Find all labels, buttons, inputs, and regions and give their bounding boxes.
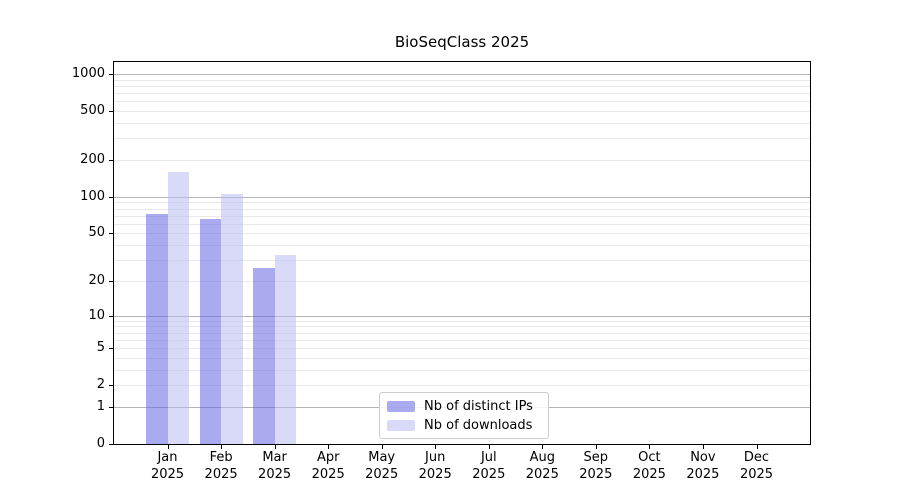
legend-label-distinct-ips: Nb of distinct IPs [424,398,533,414]
y-tick [109,111,113,112]
y-gridline-minor [114,122,810,124]
x-tick-label: Jun 2025 [418,450,452,482]
y-gridline-minor [114,85,810,87]
y-tick [109,385,113,387]
y-gridline-minor [114,357,810,359]
y-tick-label: 5 [96,340,105,355]
y-tick [109,444,113,445]
y-tick [109,159,113,161]
y-tick [109,73,113,75]
y-tick-label: 0 [96,436,105,451]
y-tick-label: 50 [88,225,105,241]
y-gridline-minor [114,101,810,103]
legend-label-downloads: Nb of downloads [424,417,533,433]
y-gridline-minor [114,79,810,81]
y-tick [109,406,113,408]
y-tick-label: 2 [96,377,105,393]
legend: Nb of distinct IPs Nb of downloads [379,392,549,439]
x-tick [328,445,330,449]
legend-swatch-distinct-ips [387,400,415,412]
y-tick [109,315,113,317]
bar-nb-of-downloads-mar [274,255,297,444]
y-gridline-minor [114,369,810,371]
y-tick [109,348,113,349]
x-tick-label: Nov 2025 [686,450,720,482]
x-tick-label: Oct 2025 [632,450,666,482]
x-tick-label: Aug 2025 [525,450,559,482]
y-tick-label: 100 [80,188,105,204]
legend-swatch-downloads [387,419,415,431]
y-gridline-major [114,315,810,317]
bar-nb-of-downloads-jan [167,171,189,444]
y-gridline-minor [114,326,810,328]
x-tick [649,445,651,449]
y-gridline-minor [114,348,810,349]
y-gridline-minor [114,233,810,235]
x-tick-label: Jul 2025 [472,450,506,482]
x-tick [435,445,437,449]
x-tick [542,445,544,449]
y-tick-label: 20 [88,272,105,288]
x-tick [167,445,169,449]
y-gridline-minor [114,245,810,247]
y-gridline-minor [114,332,810,334]
y-gridline-minor [114,208,810,210]
plot-area: Nb of distinct IPs Nb of downloads [113,61,811,445]
y-tick-label: 1 [96,398,105,414]
y-gridline-minor [114,159,810,161]
x-tick-label: Feb 2025 [204,450,238,482]
y-tick-label: 1000 [71,65,105,81]
x-tick [221,445,223,449]
x-tick-label: Mar 2025 [258,450,292,482]
y-gridline-minor [114,93,810,94]
y-gridline-major [114,196,810,198]
y-tick-label: 500 [80,103,105,118]
x-tick-label: May 2025 [365,450,399,482]
bar-nb-of-distinct-ips-mar [253,267,275,444]
y-gridline-minor [114,202,810,204]
x-tick [756,445,758,449]
bar-nb-of-downloads-feb [221,194,243,444]
y-gridline-minor [114,111,810,112]
legend-item-distinct-ips: Nb of distinct IPs [387,398,541,414]
y-tick [109,196,113,198]
bar-nb-of-distinct-ips-jan [146,214,168,444]
y-tick [109,280,113,282]
y-gridline-minor [114,385,810,387]
x-tick-label: Jan 2025 [150,450,185,482]
y-tick-label: 200 [80,151,105,167]
x-tick [595,445,597,449]
x-tick-label: Sep 2025 [579,450,613,482]
y-gridline-major [114,73,810,75]
y-tick [109,233,113,235]
x-tick-label: Apr 2025 [311,450,345,482]
chart-title: BioSeqClass 2025 [394,33,530,51]
y-gridline-minor [114,215,810,217]
x-tick [274,445,276,449]
y-gridline-minor [114,339,810,341]
x-tick [702,445,704,449]
y-gridline-minor [114,223,810,225]
x-tick-label: Dec 2025 [739,450,774,482]
legend-item-downloads: Nb of downloads [387,417,541,433]
y-tick-label: 10 [88,307,105,323]
y-gridline-minor [114,320,810,322]
y-gridline-minor [114,280,810,282]
x-tick [381,445,383,449]
y-gridline-minor [114,260,810,262]
bar-nb-of-distinct-ips-feb [199,218,222,444]
y-gridline-minor [114,138,810,140]
x-tick [488,445,490,449]
